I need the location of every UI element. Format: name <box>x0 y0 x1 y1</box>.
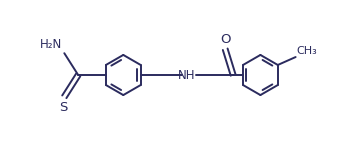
Text: NH: NH <box>178 69 195 81</box>
Text: O: O <box>220 33 230 46</box>
Text: H₂N: H₂N <box>40 38 62 51</box>
Text: S: S <box>59 101 67 114</box>
Text: CH₃: CH₃ <box>297 46 317 56</box>
